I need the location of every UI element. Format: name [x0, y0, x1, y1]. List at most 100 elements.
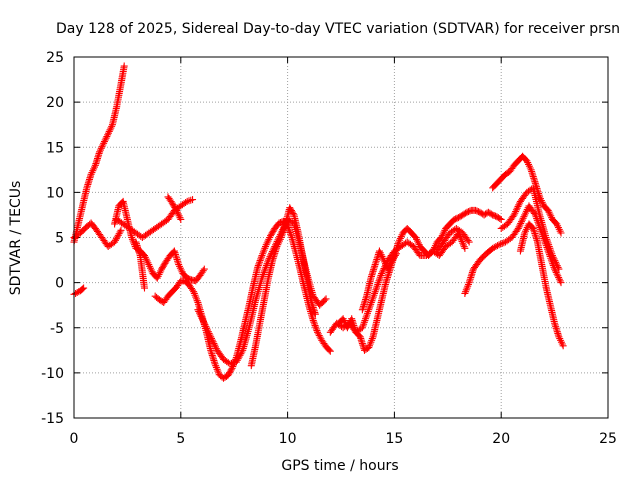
gridlines: [74, 57, 608, 418]
axis-ticks: 0 5 10 15 20 25 -15 -10 -5 0 5 10 15 20 25: [41, 50, 617, 447]
data-point: [516, 221, 524, 229]
data-point: [185, 197, 193, 205]
data-point: [208, 336, 216, 344]
data-point: [549, 253, 557, 261]
data-point: [189, 196, 197, 204]
data-point: [105, 127, 113, 135]
data-point: [96, 146, 104, 154]
series-arc-18: [516, 220, 567, 350]
data-point: [225, 370, 233, 378]
data-point: [393, 250, 401, 258]
data-point: [256, 257, 264, 265]
data-point: [267, 230, 275, 238]
data-point: [459, 241, 467, 249]
y-tick-label: -10: [41, 366, 64, 382]
data-point: [106, 126, 114, 134]
data-point: [199, 267, 207, 275]
data-point: [379, 266, 387, 274]
data-point: [202, 323, 210, 331]
data-point: [171, 204, 179, 212]
data-point: [203, 324, 211, 332]
data-point: [515, 223, 523, 231]
data-point: [100, 138, 108, 146]
data-point: [107, 124, 115, 132]
data-point: [493, 242, 501, 250]
data-point: [285, 227, 293, 235]
data-point: [99, 141, 107, 149]
data-point: [140, 284, 148, 292]
data-point: [200, 265, 208, 273]
y-tick-label: 0: [55, 276, 64, 292]
data-point: [257, 255, 265, 263]
y-tick-label: -5: [50, 321, 64, 337]
data-point: [309, 317, 317, 325]
x-tick-label: 15: [385, 431, 403, 447]
data-point: [210, 340, 218, 348]
data-point: [206, 331, 214, 339]
data-point: [313, 327, 321, 335]
data-point: [80, 284, 88, 292]
data-point: [498, 239, 506, 247]
series-arc-2: [70, 284, 88, 298]
data-point: [116, 228, 124, 236]
x-tick-label: 5: [176, 431, 185, 447]
x-tick-label: 0: [70, 431, 79, 447]
data-point: [510, 211, 518, 219]
data-point: [224, 372, 232, 380]
data-point: [552, 258, 560, 266]
data-point: [198, 314, 206, 322]
data-point: [120, 62, 128, 70]
series-arc-6: [164, 193, 185, 223]
data-point: [108, 122, 116, 130]
data-point: [196, 311, 204, 319]
data-point: [514, 224, 522, 232]
data-point: [314, 328, 322, 336]
data-point: [495, 241, 503, 249]
data-point: [557, 279, 565, 287]
data-point: [199, 316, 207, 324]
data-point: [550, 255, 558, 263]
data-point: [555, 275, 563, 283]
y-tick-label: 20: [46, 95, 64, 111]
data-point: [205, 329, 213, 337]
data-point: [517, 218, 525, 226]
data-point: [104, 129, 112, 137]
data-point: [204, 328, 212, 336]
data-point: [378, 268, 386, 276]
data-point: [497, 215, 505, 223]
plot-frame: [73, 56, 609, 419]
data-point: [310, 320, 318, 328]
series-arc-3: [70, 219, 125, 251]
data-point: [96, 148, 104, 156]
data-point: [117, 226, 125, 234]
data-point: [520, 213, 528, 221]
data-point: [226, 369, 234, 377]
data-point: [554, 263, 562, 271]
data-point: [169, 201, 177, 209]
data-point: [209, 338, 217, 346]
data-point: [160, 261, 168, 269]
data-point: [211, 341, 219, 349]
y-axis-label: SDTVAR / TECUs: [8, 181, 24, 296]
data-point: [555, 274, 563, 282]
data-points: [70, 62, 567, 382]
data-point: [553, 270, 561, 278]
x-tick-label: 10: [279, 431, 297, 447]
data-point: [100, 139, 108, 147]
data-point: [496, 215, 504, 223]
data-point: [287, 205, 295, 213]
data-point: [226, 367, 234, 375]
data-point: [322, 295, 330, 303]
data-point: [79, 285, 87, 293]
data-point: [255, 260, 263, 268]
data-point: [517, 219, 525, 227]
data-point: [460, 243, 468, 251]
data-point: [187, 196, 195, 204]
data-point: [269, 227, 277, 235]
data-point: [458, 238, 466, 246]
series-arc-17: [497, 184, 563, 273]
data-point: [158, 264, 166, 272]
data-point: [551, 257, 559, 265]
data-point: [204, 326, 211, 334]
data-point: [378, 270, 386, 278]
